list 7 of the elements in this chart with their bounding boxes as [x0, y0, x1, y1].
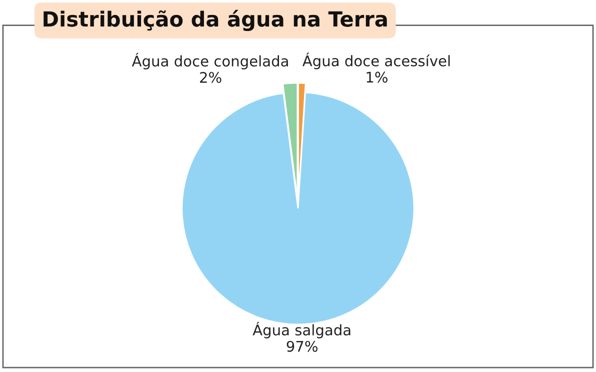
slice-label: Água doce acessível	[302, 52, 450, 70]
chart-title: Distribuição da água na Terra	[44, 10, 387, 32]
data-label: 1%	[366, 72, 388, 83]
slice-label: Água doce congelada	[132, 52, 288, 70]
data-label: 97%	[286, 340, 318, 352]
data-label: 2%	[200, 72, 222, 83]
slice-label: Água salgada	[252, 322, 350, 338]
